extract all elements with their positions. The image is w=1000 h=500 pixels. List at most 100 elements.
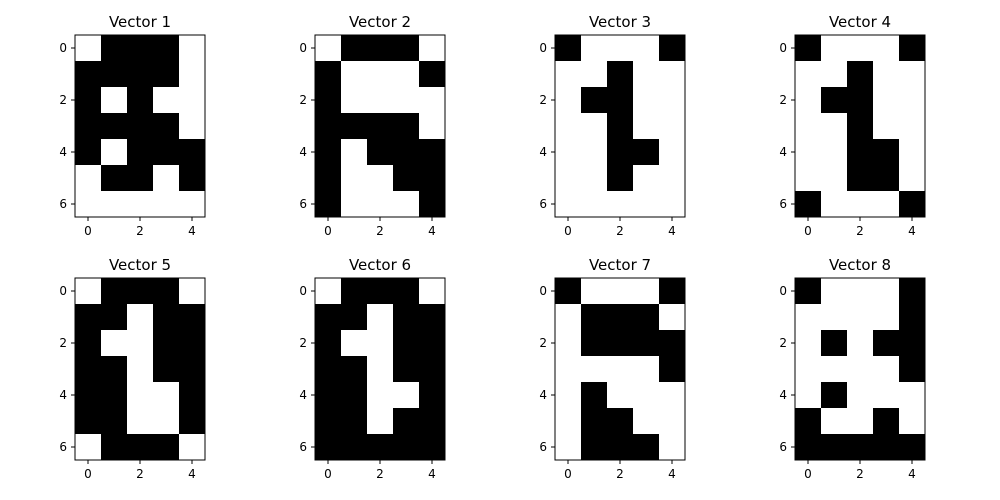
- y-tick-label: 4: [779, 388, 787, 402]
- x-tick-label: 2: [136, 467, 144, 481]
- matrix-cell: [581, 434, 607, 460]
- y-tick-label: 2: [539, 93, 547, 107]
- x-tick-label: 0: [564, 467, 572, 481]
- matrix-cell: [899, 35, 925, 61]
- matrix-cell: [127, 356, 153, 382]
- matrix-cell: [795, 139, 821, 165]
- matrix-cell: [847, 356, 873, 382]
- matrix-cell: [315, 304, 341, 330]
- matrix-cell: [367, 191, 393, 217]
- matrix-cell: [899, 330, 925, 356]
- matrix-cell: [315, 87, 341, 113]
- y-tick-label: 6: [779, 197, 787, 211]
- y-tick-label: 2: [299, 336, 307, 350]
- matrix-cell: [581, 356, 607, 382]
- matrix-cell: [127, 61, 153, 87]
- subplot-vector-7: Vector 7 0 2 4 0 2 4 6: [539, 256, 686, 481]
- subplot-vector-8: Vector 8 0 2 4 0 2 4 6: [779, 256, 926, 481]
- matrix-cell: [633, 278, 659, 304]
- matrix-cell: [873, 87, 899, 113]
- matrix-cell: [847, 61, 873, 87]
- matrix-cell: [607, 382, 633, 408]
- matrix-cell: [419, 35, 445, 61]
- matrix-cell: [341, 191, 367, 217]
- matrix-cell: [75, 87, 101, 113]
- matrix-cell: [75, 434, 101, 460]
- matrix-cell: [315, 113, 341, 139]
- matrix-cell: [821, 408, 847, 434]
- matrix-cell: [795, 356, 821, 382]
- subplot-vector-4: Vector 4 0 2 4 0 2 4 6: [779, 13, 926, 238]
- matrix-cell: [179, 113, 205, 139]
- matrix-cell: [555, 382, 581, 408]
- matrix-cell: [179, 408, 205, 434]
- matrix-cell: [847, 434, 873, 460]
- matrix-cell: [659, 139, 685, 165]
- x-tick-label: 2: [376, 467, 384, 481]
- matrix-cell: [419, 356, 445, 382]
- matrix-cell: [555, 35, 581, 61]
- matrix-cell: [419, 113, 445, 139]
- y-tick-label: 2: [779, 93, 787, 107]
- matrix-cell: [581, 165, 607, 191]
- matrix-cell: [419, 165, 445, 191]
- y-tick-label: 0: [59, 284, 67, 298]
- matrix-cell: [419, 87, 445, 113]
- x-tick-label: 0: [324, 224, 332, 238]
- matrix-cell: [659, 408, 685, 434]
- y-tick-label: 4: [779, 145, 787, 159]
- x-tick-label: 4: [188, 467, 196, 481]
- matrix-cell: [367, 278, 393, 304]
- matrix-cell: [607, 304, 633, 330]
- matrix-cell: [75, 139, 101, 165]
- matrix-cell: [153, 278, 179, 304]
- matrix-cell: [607, 191, 633, 217]
- matrix-cell: [341, 278, 367, 304]
- matrix-cell: [101, 139, 127, 165]
- matrix-cell: [795, 191, 821, 217]
- matrix-cell: [367, 330, 393, 356]
- matrix-cell: [341, 408, 367, 434]
- matrix-cell: [341, 330, 367, 356]
- matrix-cell: [75, 165, 101, 191]
- matrix-cell: [315, 165, 341, 191]
- subplot-vector-5: Vector 5 0 2 4 0 2 4 6: [59, 256, 206, 481]
- matrix-cell: [75, 408, 101, 434]
- matrix-cell: [581, 304, 607, 330]
- matrix-cell: [607, 165, 633, 191]
- x-tick-label: 2: [376, 224, 384, 238]
- matrix-cell: [795, 304, 821, 330]
- matrix-cell: [899, 87, 925, 113]
- matrix-cell: [873, 408, 899, 434]
- matrix-cell: [873, 304, 899, 330]
- matrix-cell: [341, 61, 367, 87]
- matrix-cell: [795, 434, 821, 460]
- matrix-cell: [659, 191, 685, 217]
- y-tick-label: 2: [299, 93, 307, 107]
- x-tick-label: 2: [616, 467, 624, 481]
- matrix-cell: [101, 408, 127, 434]
- matrix-cell: [75, 356, 101, 382]
- matrix-cell: [393, 165, 419, 191]
- matrix-cell: [367, 35, 393, 61]
- matrix-cell: [393, 139, 419, 165]
- matrix-cell: [419, 382, 445, 408]
- subplot-title: Vector 8: [829, 256, 891, 274]
- matrix-cell: [153, 61, 179, 87]
- y-tick-label: 0: [779, 41, 787, 55]
- matrix-cell: [847, 165, 873, 191]
- y-tick-label: 6: [59, 440, 67, 454]
- y-tick-label: 2: [59, 93, 67, 107]
- matrix-cell: [821, 139, 847, 165]
- subplot-title: Vector 2: [349, 13, 411, 31]
- matrix-cell: [899, 165, 925, 191]
- subplot-title: Vector 3: [589, 13, 651, 31]
- matrix-cell: [315, 356, 341, 382]
- y-tick-label: 2: [59, 336, 67, 350]
- matrix-cell: [393, 382, 419, 408]
- matrix-cell: [847, 408, 873, 434]
- subplot-vector-1: Vector 1 0 2 4 0 2 4 6: [59, 13, 206, 238]
- matrix-cell: [555, 330, 581, 356]
- matrix-cell: [873, 61, 899, 87]
- x-tick-label: 2: [856, 224, 864, 238]
